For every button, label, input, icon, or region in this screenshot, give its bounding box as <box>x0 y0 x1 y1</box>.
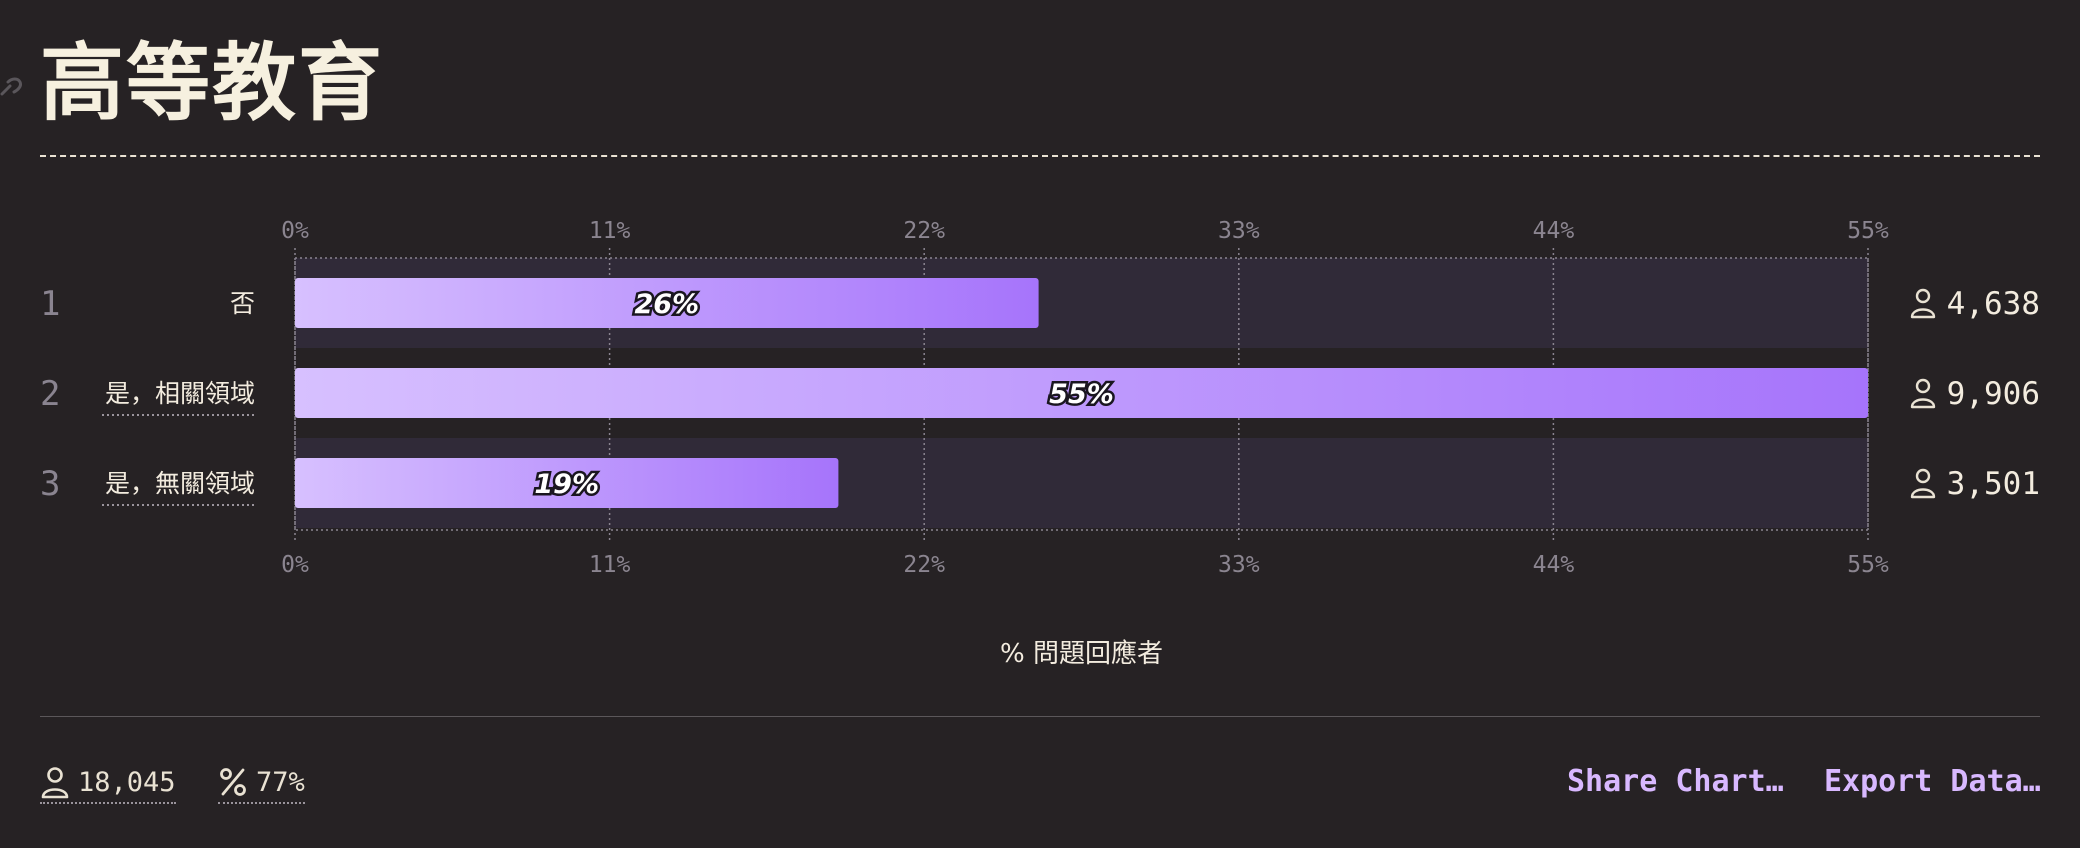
x-tick-label-bottom: 55% <box>1847 552 1889 578</box>
x-tick-label-bottom: 44% <box>1533 552 1575 578</box>
x-tick-label-bottom: 11% <box>589 552 631 578</box>
total-respondents: 18,045 <box>40 764 176 804</box>
category-label: 是，相關領域 <box>105 379 255 408</box>
plot-frame <box>294 257 1869 531</box>
category-label: 否 <box>230 289 255 318</box>
rank-number: 3 <box>40 464 60 504</box>
user-icon <box>1910 288 1936 319</box>
bar-value-label: 55% <box>1049 379 1114 410</box>
respondent-count: 4,638 <box>1947 286 2040 322</box>
response-rate: 77% <box>218 764 305 804</box>
x-tick-label-top: 33% <box>1218 218 1260 244</box>
chart-title: 高等教育 <box>40 34 385 132</box>
percent-icon <box>220 768 246 796</box>
rank-number: 1 <box>40 284 60 324</box>
x-tick-label-top: 0% <box>281 218 309 244</box>
user-icon <box>41 767 69 799</box>
category-label: 是，無關領域 <box>105 469 255 498</box>
bar-value-label: 26% <box>634 289 699 320</box>
title-divider <box>40 155 2040 157</box>
x-tick-label-top: 11% <box>589 218 631 244</box>
x-tick-label-top: 44% <box>1533 218 1575 244</box>
bar <box>295 278 1039 328</box>
bar <box>295 368 1868 418</box>
export-data-button[interactable]: Export Data… <box>1824 764 2041 799</box>
x-tick-label-top: 55% <box>1847 218 1889 244</box>
response-rate-value: 77% <box>256 766 305 798</box>
bar-chart: 0% 0% 11% 11% 22% 22% 33% 33% 44% 44% 55% 55% 26% 1 否 4… <box>40 218 2040 669</box>
respondent-count: 3,501 <box>1947 466 2040 502</box>
respondent-count: 9,906 <box>1947 376 2040 412</box>
footer-divider <box>40 716 2040 717</box>
x-tick-label-top: 22% <box>903 218 945 244</box>
share-chart-button[interactable]: Share Chart… <box>1567 764 1784 799</box>
bar-value-label: 19% <box>534 469 599 500</box>
x-tick-label-bottom: 22% <box>903 552 945 578</box>
x-tick-label-bottom: 0% <box>281 552 309 578</box>
respondents-count: 18,045 <box>78 766 176 798</box>
link-icon[interactable] <box>0 72 24 104</box>
bar <box>295 458 839 508</box>
x-axis-title: % 問題回應者 <box>1000 639 1163 669</box>
user-icon <box>1910 468 1936 499</box>
user-icon <box>1910 378 1936 409</box>
x-tick-label-bottom: 33% <box>1218 552 1260 578</box>
rank-number: 2 <box>40 374 60 414</box>
